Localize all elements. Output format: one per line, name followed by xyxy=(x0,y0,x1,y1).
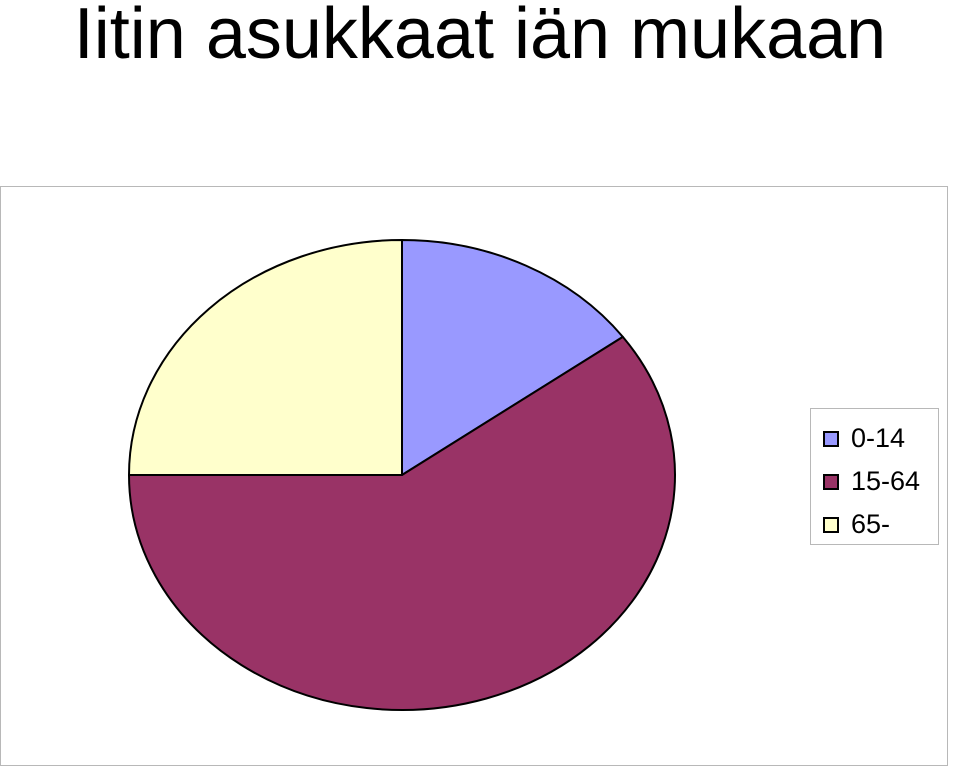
legend: 0-14 15-64 65- xyxy=(810,408,939,545)
chart-title: Iitin asukkaat iän mukaan xyxy=(73,0,887,74)
pie-slice-65 xyxy=(128,239,403,476)
legend-label: 65- xyxy=(851,509,891,539)
legend-label: 0-14 xyxy=(851,423,906,453)
legend-item: 65- xyxy=(823,503,938,546)
legend-label: 15-64 xyxy=(851,466,921,496)
legend-swatch xyxy=(823,516,839,533)
legend-swatch xyxy=(823,473,839,490)
legend-swatch xyxy=(823,430,839,447)
legend-item: 0-14 xyxy=(823,417,938,460)
pie-slice-0-14 xyxy=(401,239,624,476)
legend-item: 15-64 xyxy=(823,460,938,503)
pie-slice-15-64 xyxy=(128,335,676,711)
